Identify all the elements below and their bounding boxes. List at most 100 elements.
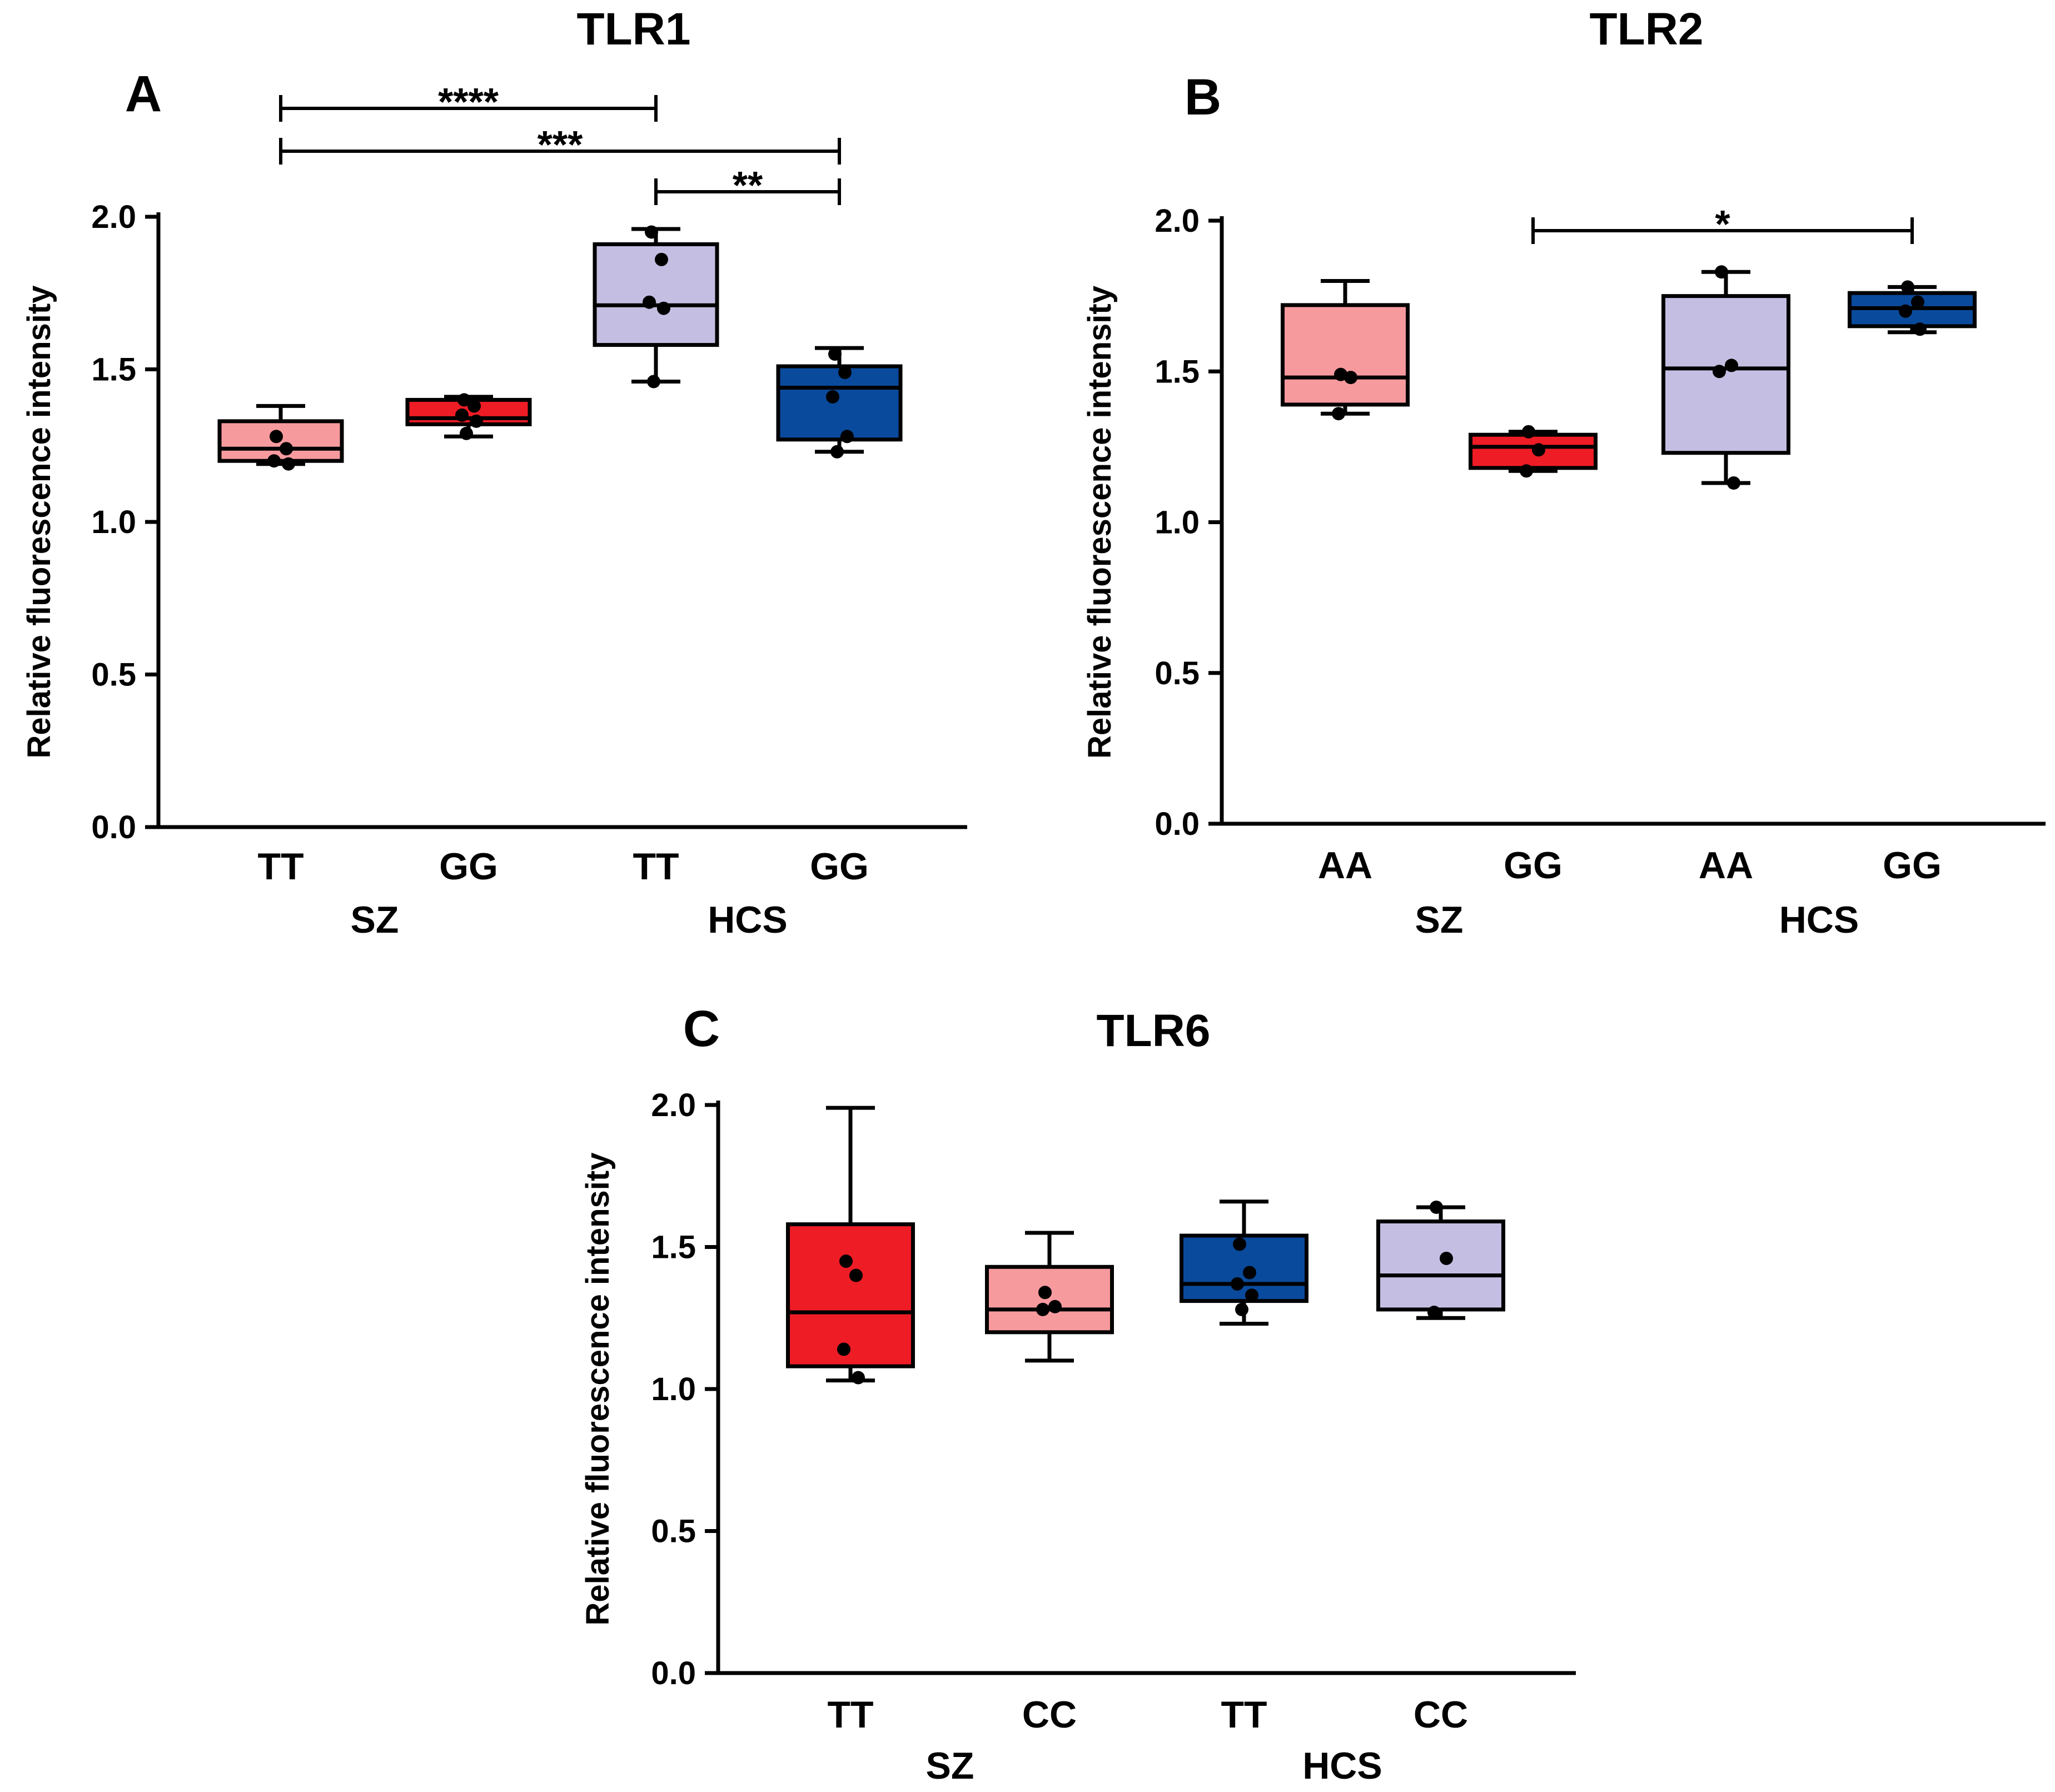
data-point (1332, 407, 1345, 421)
box-tt-hcs (593, 225, 719, 389)
box-iqr (1661, 294, 1790, 455)
box-gg-sz (1469, 425, 1598, 478)
category-label: TT (633, 845, 679, 888)
data-point (1440, 1251, 1453, 1265)
data-point (1725, 359, 1738, 372)
y-axis-label: Relative fluorescence intensity (1082, 286, 1118, 759)
data-point (282, 457, 295, 471)
data-point (467, 399, 481, 413)
data-point (826, 390, 839, 404)
data-point (1727, 476, 1740, 490)
y-tick-label: 0.0 (91, 809, 136, 845)
category-label: GG (810, 845, 869, 888)
box-iqr (1281, 303, 1410, 407)
box-iqr (985, 1265, 1114, 1335)
panel-title-tlr2: TLR2 (1590, 4, 1704, 54)
data-point (1048, 1300, 1062, 1313)
significance-label: ** (733, 163, 763, 207)
box-aa-sz (1281, 279, 1410, 421)
y-tick-label: 0.0 (1155, 806, 1200, 842)
data-point (1522, 425, 1535, 439)
group-label: HCS (1779, 899, 1859, 941)
group-label: SZ (351, 899, 399, 941)
data-point (643, 295, 656, 309)
data-point (840, 430, 854, 444)
data-point (270, 430, 283, 444)
group-label: SZ (1415, 899, 1464, 941)
data-point (1532, 443, 1545, 457)
data-point (657, 301, 670, 315)
box-gg-hcs (776, 346, 903, 459)
category-label: AA (1699, 844, 1753, 887)
category-label: GG (1504, 844, 1563, 887)
panel-letter-b: B (1185, 69, 1221, 126)
y-tick-label: 1.5 (651, 1229, 696, 1266)
group-label: HCS (708, 899, 788, 941)
category-label: AA (1318, 844, 1372, 887)
box-iqr (786, 1222, 915, 1368)
category-label: GG (439, 845, 498, 888)
data-point (830, 445, 844, 459)
data-point (1231, 1277, 1244, 1291)
category-label: CC (1022, 1694, 1077, 1736)
data-point (1334, 367, 1347, 381)
y-tick-label: 1.5 (1155, 354, 1200, 390)
box-gg-hcs (1848, 280, 1977, 336)
y-tick-label: 0.0 (651, 1655, 696, 1691)
box-tt-hcs (1180, 1199, 1308, 1326)
box-iqr (1376, 1219, 1505, 1312)
significance-label: * (1715, 202, 1730, 246)
category-label: TT (1221, 1694, 1267, 1736)
category-label: TT (827, 1694, 873, 1736)
box-tt-sz (786, 1106, 915, 1385)
data-point (838, 365, 852, 379)
data-point (645, 225, 658, 239)
significance-label: **** (438, 80, 499, 123)
data-point (457, 393, 471, 407)
data-point (1235, 1302, 1248, 1316)
y-tick-label: 2.0 (91, 199, 136, 235)
category-label: CC (1414, 1694, 1468, 1736)
box-cc-sz (985, 1231, 1114, 1363)
data-point (1899, 304, 1912, 318)
panel-letter-a: A (125, 66, 162, 122)
data-point (1911, 295, 1924, 309)
y-tick-label: 1.0 (651, 1371, 696, 1407)
box-iqr (776, 364, 903, 442)
group-label: HCS (1302, 1745, 1382, 1787)
data-point (828, 347, 842, 361)
panel-title-tlr6: TLR6 (1097, 1005, 1211, 1056)
data-point (1913, 322, 1927, 336)
data-point (1430, 1200, 1443, 1214)
data-point (1243, 1266, 1256, 1280)
data-point (267, 454, 281, 468)
data-point (460, 426, 473, 440)
chart-tlr1: 0.0 0.5 1.0 1.5 2.0 Relative fluorescence int… (21, 80, 967, 941)
category-label: GG (1883, 844, 1942, 887)
data-point (1245, 1288, 1258, 1302)
y-axis-label: Relative fluorescence intensity (21, 286, 57, 759)
data-point (280, 442, 293, 456)
data-point (1520, 464, 1533, 478)
significance-bracket: *** (279, 123, 841, 166)
data-point (852, 1371, 865, 1385)
data-point (1038, 1286, 1052, 1300)
data-point (1901, 280, 1914, 294)
panel-letter-c: C (683, 1000, 720, 1057)
data-point (470, 414, 483, 428)
data-point (1233, 1237, 1246, 1251)
group-label: SZ (926, 1745, 974, 1787)
data-point (837, 1342, 850, 1356)
data-point (455, 408, 469, 422)
chart-tlr2: 0.0 0.5 1.0 1.5 2.0 Relative fluorescence int… (1082, 202, 2046, 941)
data-point (1427, 1306, 1441, 1320)
box-tt-sz (217, 404, 344, 471)
data-point (647, 375, 660, 389)
category-label: TT (257, 845, 303, 888)
data-point (655, 252, 668, 266)
y-tick-label: 1.5 (91, 352, 136, 388)
y-axis-label: Relative fluorescence intensity (580, 1153, 616, 1626)
data-point (1713, 365, 1726, 379)
data-point (1036, 1302, 1049, 1316)
